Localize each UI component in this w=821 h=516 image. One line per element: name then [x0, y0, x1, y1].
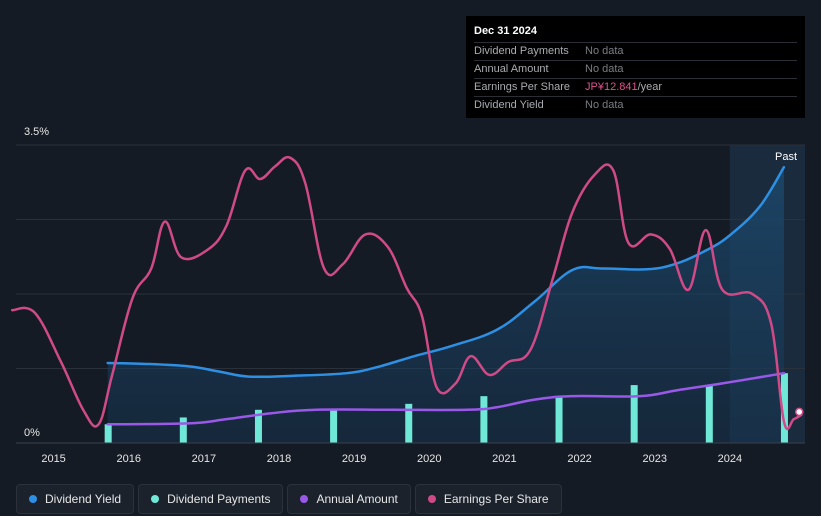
tooltip-value: No data	[585, 45, 624, 57]
dividend-payment-bar	[104, 424, 112, 443]
legend-label: Annual Amount	[316, 492, 398, 506]
legend-dividend-yield[interactable]: Dividend Yield	[16, 484, 135, 514]
chart: 3.5% 0% Past 2015 2016 2017 2018 2019 2020 202…	[10, 126, 805, 465]
y-top-label: 3.5%	[24, 126, 49, 138]
x-tick-label: 2022	[567, 453, 591, 465]
dividend-payments-dot-icon	[151, 495, 160, 503]
earnings-per-share-dot-icon	[427, 495, 436, 503]
eps-value: JP¥12.841	[585, 81, 638, 93]
legend: Dividend Yield Dividend Payments Annual …	[16, 484, 562, 514]
tooltip-value: JP¥12.841/year	[585, 79, 662, 96]
y-bottom-label: 0%	[24, 427, 40, 439]
tooltip-label: Dividend Yield	[474, 99, 544, 111]
x-tick-label: 2021	[492, 453, 516, 465]
dividend-payment-bar	[405, 403, 413, 443]
annual-amount-line	[106, 371, 786, 426]
x-tick-label: 2020	[417, 453, 441, 465]
legend-label: Dividend Yield	[45, 492, 122, 506]
x-tick-label: 2016	[116, 453, 140, 465]
x-tick-label: 2018	[267, 453, 291, 465]
tooltip-date: Dec 31 2024	[474, 25, 537, 37]
tooltip-value: No data	[585, 63, 624, 75]
dividend-yield-area	[107, 167, 784, 443]
dividend-payment-bar	[179, 417, 187, 443]
x-tick-label: 2024	[718, 453, 742, 465]
tooltip-label: Earnings Per Share	[474, 81, 570, 93]
dividend-payment-bar	[555, 396, 563, 443]
x-tick-label: 2015	[41, 453, 65, 465]
eps-end-marker	[794, 407, 804, 417]
annual-amount-dot-icon	[300, 495, 309, 503]
tooltip-row-earnings-per-share: Earnings Per Share JP¥12.841/year	[474, 78, 797, 96]
x-tick-label: 2023	[642, 453, 666, 465]
series-lines	[10, 155, 803, 431]
tooltip-row-dividend-yield: Dividend Yield No data	[474, 96, 797, 114]
tooltip-value: No data	[585, 99, 624, 111]
legend-label: Dividend Payments	[167, 492, 271, 506]
tooltip-label: Dividend Payments	[474, 45, 569, 57]
dividend-yield-line	[106, 165, 786, 379]
legend-earnings-per-share[interactable]: Earnings Per Share	[414, 484, 562, 514]
tooltip-row-dividend-payments: Dividend Payments No data	[474, 42, 797, 60]
dividend-payments-bars	[104, 373, 788, 443]
dividend-payment-bar	[630, 385, 638, 443]
tooltip: Dec 31 2024 Dividend Payments No data An…	[466, 16, 805, 118]
dividend-yield-dot-icon	[29, 495, 37, 503]
tooltip-label: Annual Amount	[474, 63, 549, 75]
tooltip-row-annual-amount: Annual Amount No data	[474, 60, 797, 78]
earnings-per-share-line	[10, 155, 803, 431]
dividend-payment-bar	[705, 385, 713, 443]
dividend-payment-bar	[480, 396, 488, 443]
x-tick-label: 2017	[192, 453, 216, 465]
past-label: Past	[775, 151, 797, 163]
legend-annual-amount[interactable]: Annual Amount	[287, 484, 411, 514]
x-tick-labels: 2015 2016 2017 2018 2019 2020 2021 2022 2023 2024	[41, 453, 742, 465]
eps-end-dot	[794, 407, 804, 417]
eps-unit: /year	[637, 81, 663, 93]
dividend-payment-bar	[254, 409, 262, 443]
dividend-payment-bar	[330, 409, 338, 443]
x-tick-label: 2019	[342, 453, 366, 465]
dividend-payment-bar	[780, 373, 788, 443]
legend-label: Earnings Per Share	[443, 492, 549, 506]
legend-dividend-payments[interactable]: Dividend Payments	[138, 484, 284, 514]
